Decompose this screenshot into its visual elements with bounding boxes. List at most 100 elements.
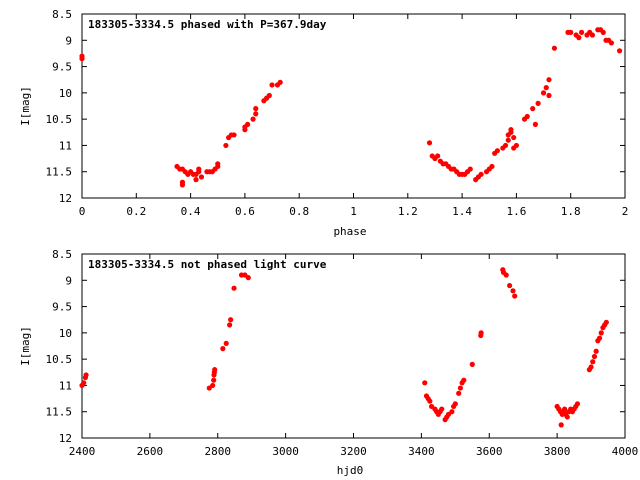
y-tick-label: 10.5 [46, 353, 73, 366]
data-point [513, 142, 520, 149]
data-point [600, 29, 606, 35]
data-point [211, 377, 217, 383]
data-point [568, 29, 574, 35]
data-point [253, 111, 259, 117]
data-point [561, 406, 568, 412]
x-tick-label: 3600 [476, 445, 503, 458]
x-tick-label: 1.6 [506, 205, 526, 218]
x-tick-label: 2800 [205, 445, 232, 458]
data-point [511, 134, 517, 141]
data-points [79, 267, 609, 428]
data-point [608, 40, 615, 46]
data-point [508, 129, 514, 135]
x-axis-ticks: 2400 2600 2800 3000 3200 3400 3600 3800 4000 [69, 254, 639, 458]
chart-title: 183305-3334.5 phased with P=367.9day [88, 18, 327, 31]
x-tick-label: 2400 [69, 445, 96, 458]
data-point [223, 340, 229, 346]
data-point [564, 414, 570, 420]
data-point [505, 137, 511, 143]
data-point [540, 90, 547, 96]
data-point [227, 322, 233, 328]
x-tick-label: 1.2 [398, 205, 418, 218]
x-axis-label: hjd0 [337, 464, 364, 477]
data-point [196, 166, 202, 172]
y-axis-label: I[mag] [19, 326, 32, 366]
data-point [535, 100, 541, 106]
x-tick-label: 1.8 [561, 205, 581, 218]
data-point [427, 398, 433, 404]
x-tick-label: 2600 [137, 445, 164, 458]
x-tick-label: 3000 [272, 445, 299, 458]
y-axis-ticks: 8.5 9 9.5 10 10.5 11 11.5 12 [46, 8, 625, 205]
data-point [546, 92, 552, 99]
data-point [456, 390, 462, 396]
data-point [223, 142, 229, 149]
y-tick-label: 12 [59, 192, 72, 205]
data-point [79, 56, 85, 62]
data-point [212, 367, 218, 373]
x-tick-label: 3400 [408, 445, 435, 458]
x-tick-label: 3800 [544, 445, 571, 458]
x-tick-label: 0.8 [289, 205, 309, 218]
data-point [596, 335, 603, 341]
x-tick-label: 3200 [340, 445, 367, 458]
data-point [530, 106, 536, 112]
y-tick-label: 11 [59, 139, 72, 152]
data-point [478, 171, 484, 177]
data-point [616, 48, 623, 54]
x-tick-label: 1 [350, 205, 357, 218]
data-point [576, 35, 582, 41]
data-point [510, 288, 516, 294]
data-point [266, 92, 272, 99]
data-point [210, 382, 216, 389]
data-point [83, 372, 89, 378]
y-tick-label: 12 [59, 432, 72, 445]
data-point [215, 161, 221, 167]
y-axis-ticks: 8.5 9 9.5 10 10.5 11 11.5 12 [46, 248, 625, 445]
phased-light-curve-chart: 183305-3334.5 phased with P=367.9day pha… [19, 8, 628, 238]
data-point [250, 116, 256, 122]
data-point [269, 82, 275, 88]
data-point [603, 319, 609, 325]
data-point [426, 140, 433, 146]
data-point [231, 132, 237, 138]
data-point [228, 317, 234, 323]
x-tick-label: 1.4 [452, 205, 472, 218]
x-tick-label: 2 [622, 205, 629, 218]
y-tick-label: 8.5 [52, 248, 72, 261]
data-point [245, 121, 251, 127]
x-tick-label: 0.2 [126, 205, 146, 218]
y-tick-label: 9 [65, 274, 72, 287]
unphased-light-curve-chart: 183305-3334.5 not phased light curve hjd… [19, 248, 638, 477]
plot-frame [81, 253, 626, 439]
data-point [461, 377, 467, 383]
chart-title: 183305-3334.5 not phased light curve [88, 258, 327, 271]
data-point [489, 163, 495, 170]
y-tick-label: 9.5 [52, 301, 72, 314]
x-tick-label: 4000 [612, 445, 639, 458]
y-tick-label: 10 [59, 327, 72, 340]
data-point [512, 293, 518, 299]
data-point [253, 106, 259, 112]
y-tick-label: 11 [59, 379, 72, 392]
data-point [507, 282, 513, 289]
data-point [503, 272, 509, 278]
data-point [551, 45, 558, 51]
x-tick-label: 0.4 [181, 205, 201, 218]
data-point [478, 330, 484, 336]
x-axis-label: phase [333, 225, 366, 238]
y-tick-label: 10.5 [46, 113, 73, 126]
data-point [524, 113, 530, 120]
data-point [558, 422, 564, 428]
y-tick-label: 9 [65, 34, 72, 47]
data-point [502, 142, 509, 149]
data-point [81, 380, 87, 386]
data-point [457, 385, 464, 391]
x-tick-label: 0.6 [235, 205, 255, 218]
data-point [277, 79, 283, 85]
data-point [220, 346, 226, 352]
data-point [452, 401, 458, 407]
y-axis-label: I[mag] [19, 86, 32, 126]
data-points [79, 27, 623, 188]
